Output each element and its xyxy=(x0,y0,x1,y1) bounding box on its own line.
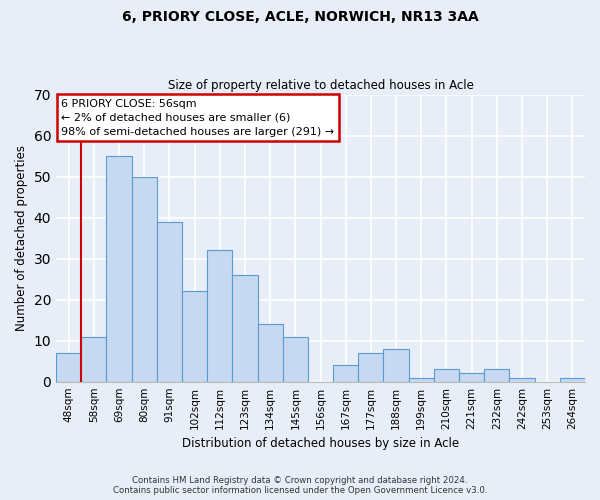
Text: 6, PRIORY CLOSE, ACLE, NORWICH, NR13 3AA: 6, PRIORY CLOSE, ACLE, NORWICH, NR13 3AA xyxy=(122,10,478,24)
Bar xyxy=(434,370,459,382)
Bar xyxy=(459,374,484,382)
Bar xyxy=(56,353,81,382)
Bar xyxy=(409,378,434,382)
Bar xyxy=(182,292,207,382)
Bar xyxy=(358,353,383,382)
Y-axis label: Number of detached properties: Number of detached properties xyxy=(15,145,28,331)
Text: 6 PRIORY CLOSE: 56sqm
← 2% of detached houses are smaller (6)
98% of semi-detach: 6 PRIORY CLOSE: 56sqm ← 2% of detached h… xyxy=(61,99,334,137)
Bar xyxy=(257,324,283,382)
Bar xyxy=(131,176,157,382)
Title: Size of property relative to detached houses in Acle: Size of property relative to detached ho… xyxy=(167,79,473,92)
Bar xyxy=(333,366,358,382)
Text: Contains HM Land Registry data © Crown copyright and database right 2024.
Contai: Contains HM Land Registry data © Crown c… xyxy=(113,476,487,495)
Bar xyxy=(232,275,257,382)
Bar xyxy=(509,378,535,382)
Bar xyxy=(81,336,106,382)
Bar xyxy=(106,156,131,382)
Bar xyxy=(207,250,232,382)
Bar xyxy=(157,222,182,382)
Bar xyxy=(283,336,308,382)
X-axis label: Distribution of detached houses by size in Acle: Distribution of detached houses by size … xyxy=(182,437,459,450)
Bar xyxy=(484,370,509,382)
Bar xyxy=(383,349,409,382)
Bar xyxy=(560,378,585,382)
